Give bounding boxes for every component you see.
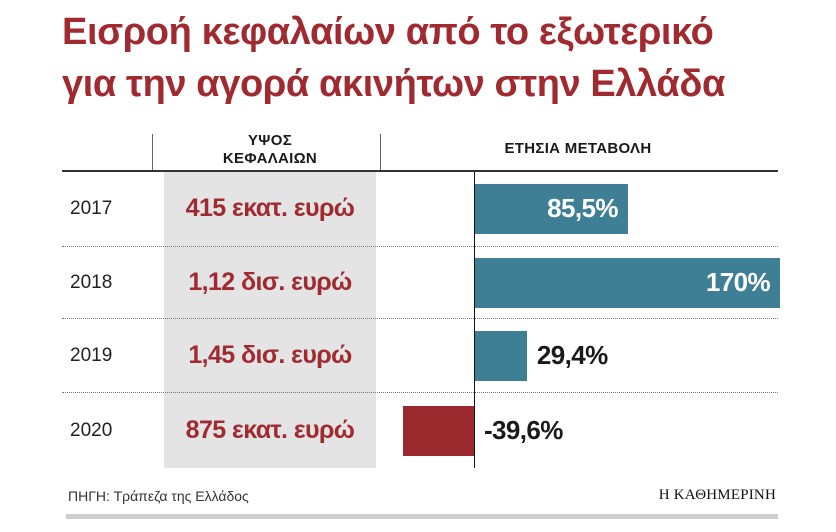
change-value-label: 85,5%: [547, 193, 618, 223]
capital-amount: 415 εκατ. ευρώ: [185, 194, 355, 222]
year-label: 2017: [70, 198, 113, 219]
chart-title-line-1: Εισροή κεφαλαίων από το εξωτερικό: [62, 11, 714, 53]
row-separator: [62, 318, 778, 319]
change-header-label: ΕΤΗΣΙΑ ΜΕΤΑΒΟΛΗ: [504, 140, 652, 157]
capital-amount: 1,45 δισ. ευρώ: [188, 341, 352, 369]
change-bar: [474, 258, 780, 308]
amount-column-header: ΥΨΟΣ ΚΕΦΑΛΑΙΩΝ: [164, 132, 376, 168]
amount-header-line-2: ΚΕΦΑΛΑΙΩΝ: [222, 150, 318, 167]
row-separator: [62, 246, 778, 247]
source-note: ΠΗΓΗ: Τράπεζα της Ελλάδος: [68, 488, 249, 504]
change-bar: [474, 331, 527, 381]
change-value-label: 29,4%: [536, 340, 608, 370]
change-value-label: 170%: [705, 267, 771, 297]
column-divider-right: [380, 134, 381, 170]
change-value-label: -39,6%: [484, 415, 563, 445]
year-label: 2020: [70, 420, 113, 441]
change-bar: [474, 184, 628, 234]
column-divider-left: [152, 134, 153, 170]
year-label: 2019: [70, 345, 113, 366]
row-separator: [62, 392, 778, 393]
amount-column-background: [164, 172, 376, 468]
zero-axis-line: [474, 172, 475, 468]
capital-amount: 875 εκατ. ευρώ: [185, 416, 355, 444]
chart-title: Εισροή κεφαλαίων από το εξωτερικό για τη…: [62, 6, 832, 110]
amount-header-line-1: ΥΨΟΣ: [247, 132, 292, 149]
change-bar: [402, 406, 474, 456]
footer-bar: [66, 514, 778, 519]
capital-amount: 1,12 δισ. ευρώ: [188, 268, 352, 296]
change-column-header: ΕΤΗΣΙΑ ΜΕΤΑΒΟΛΗ: [380, 140, 776, 158]
chart-title-line-2: για την αγορά ακινήτων στην Ελλάδα: [62, 63, 725, 105]
year-label: 2018: [70, 272, 113, 293]
header-rule: [62, 170, 778, 172]
publisher-brand: Η ΚΑΘΗΜΕΡΙΝΗ: [658, 487, 776, 503]
